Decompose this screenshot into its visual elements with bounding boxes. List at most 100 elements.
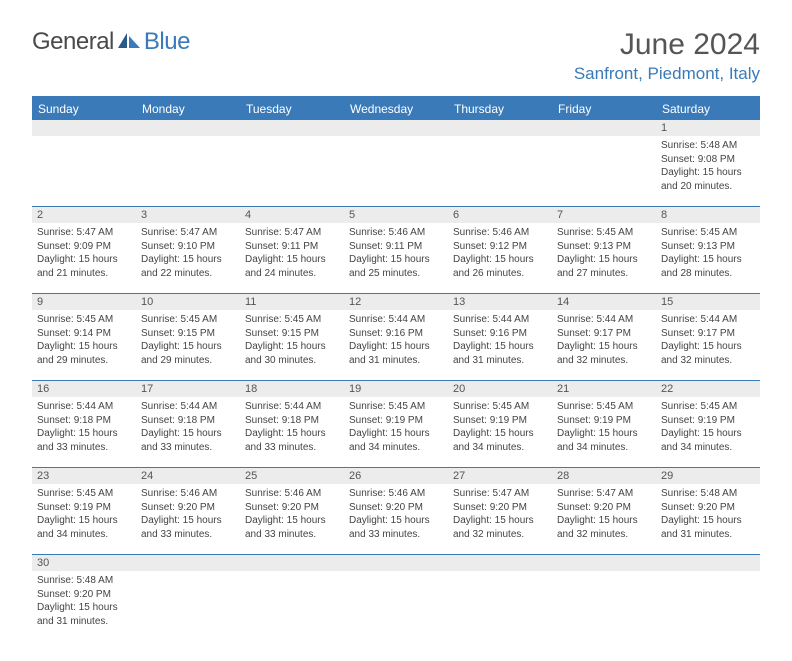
day-detail: Sunrise: 5:47 AMSunset: 9:10 PMDaylight:… [141, 226, 235, 280]
day-header: Wednesday [344, 98, 448, 120]
location: Sanfront, Piedmont, Italy [574, 64, 760, 84]
day-cell: Sunrise: 5:45 AMSunset: 9:14 PMDaylight:… [32, 310, 136, 380]
day-number [240, 120, 344, 136]
daynum-row: 23242526272829 [32, 468, 760, 484]
day-number: 6 [448, 207, 552, 223]
day-cell: Sunrise: 5:44 AMSunset: 9:18 PMDaylight:… [32, 397, 136, 467]
day-cell: Sunrise: 5:46 AMSunset: 9:12 PMDaylight:… [448, 223, 552, 293]
day-number [344, 555, 448, 571]
daynum-row: 1 [32, 120, 760, 136]
week-row: Sunrise: 5:45 AMSunset: 9:19 PMDaylight:… [32, 484, 760, 555]
day-detail: Sunrise: 5:44 AMSunset: 9:18 PMDaylight:… [245, 400, 339, 454]
day-number [344, 120, 448, 136]
day-cell: Sunrise: 5:44 AMSunset: 9:16 PMDaylight:… [344, 310, 448, 380]
day-number: 13 [448, 294, 552, 310]
day-number [656, 555, 760, 571]
day-cell: Sunrise: 5:47 AMSunset: 9:20 PMDaylight:… [552, 484, 656, 554]
day-header: Friday [552, 98, 656, 120]
day-number [32, 120, 136, 136]
day-number: 18 [240, 381, 344, 397]
day-detail: Sunrise: 5:47 AMSunset: 9:20 PMDaylight:… [453, 487, 547, 541]
day-detail: Sunrise: 5:45 AMSunset: 9:19 PMDaylight:… [453, 400, 547, 454]
day-cell: Sunrise: 5:46 AMSunset: 9:20 PMDaylight:… [240, 484, 344, 554]
empty-cell [32, 136, 136, 206]
day-number [552, 120, 656, 136]
day-detail: Sunrise: 5:47 AMSunset: 9:11 PMDaylight:… [245, 226, 339, 280]
day-number: 4 [240, 207, 344, 223]
day-number: 9 [32, 294, 136, 310]
day-number: 14 [552, 294, 656, 310]
day-detail: Sunrise: 5:46 AMSunset: 9:20 PMDaylight:… [349, 487, 443, 541]
day-cell: Sunrise: 5:47 AMSunset: 9:10 PMDaylight:… [136, 223, 240, 293]
day-cell: Sunrise: 5:45 AMSunset: 9:19 PMDaylight:… [32, 484, 136, 554]
empty-cell [656, 571, 760, 641]
empty-cell [344, 571, 448, 641]
day-detail: Sunrise: 5:45 AMSunset: 9:15 PMDaylight:… [141, 313, 235, 367]
day-cell: Sunrise: 5:46 AMSunset: 9:20 PMDaylight:… [344, 484, 448, 554]
day-number: 30 [32, 555, 136, 571]
day-number: 28 [552, 468, 656, 484]
day-cell: Sunrise: 5:45 AMSunset: 9:19 PMDaylight:… [656, 397, 760, 467]
day-detail: Sunrise: 5:48 AMSunset: 9:08 PMDaylight:… [661, 139, 755, 193]
day-number: 29 [656, 468, 760, 484]
empty-cell [448, 136, 552, 206]
day-cell: Sunrise: 5:44 AMSunset: 9:17 PMDaylight:… [552, 310, 656, 380]
day-detail: Sunrise: 5:46 AMSunset: 9:11 PMDaylight:… [349, 226, 443, 280]
empty-cell [136, 136, 240, 206]
day-header: Monday [136, 98, 240, 120]
day-cell: Sunrise: 5:45 AMSunset: 9:15 PMDaylight:… [136, 310, 240, 380]
logo-text-2: Blue [144, 28, 190, 56]
day-detail: Sunrise: 5:44 AMSunset: 9:16 PMDaylight:… [453, 313, 547, 367]
empty-cell [136, 571, 240, 641]
day-number [136, 555, 240, 571]
day-number: 11 [240, 294, 344, 310]
day-number [240, 555, 344, 571]
weeks-container: 1 Sunrise: 5:48 AMSunset: 9:08 PMDaylight… [32, 120, 760, 641]
day-cell: Sunrise: 5:46 AMSunset: 9:11 PMDaylight:… [344, 223, 448, 293]
day-header-row: Sunday Monday Tuesday Wednesday Thursday… [32, 98, 760, 120]
day-cell: Sunrise: 5:45 AMSunset: 9:19 PMDaylight:… [448, 397, 552, 467]
day-cell: Sunrise: 5:44 AMSunset: 9:16 PMDaylight:… [448, 310, 552, 380]
day-number: 19 [344, 381, 448, 397]
daynum-row: 16171819202122 [32, 381, 760, 397]
month-title: June 2024 [574, 28, 760, 62]
day-number [448, 120, 552, 136]
day-detail: Sunrise: 5:45 AMSunset: 9:19 PMDaylight:… [661, 400, 755, 454]
day-cell: Sunrise: 5:44 AMSunset: 9:18 PMDaylight:… [136, 397, 240, 467]
day-number: 16 [32, 381, 136, 397]
day-number: 15 [656, 294, 760, 310]
day-header: Saturday [656, 98, 760, 120]
week-row: Sunrise: 5:48 AMSunset: 9:08 PMDaylight:… [32, 136, 760, 207]
day-detail: Sunrise: 5:46 AMSunset: 9:20 PMDaylight:… [141, 487, 235, 541]
empty-cell [448, 571, 552, 641]
day-detail: Sunrise: 5:44 AMSunset: 9:18 PMDaylight:… [37, 400, 131, 454]
day-cell: Sunrise: 5:48 AMSunset: 9:20 PMDaylight:… [32, 571, 136, 641]
day-cell: Sunrise: 5:47 AMSunset: 9:11 PMDaylight:… [240, 223, 344, 293]
empty-cell [344, 136, 448, 206]
day-number: 7 [552, 207, 656, 223]
day-header: Sunday [32, 98, 136, 120]
day-cell: Sunrise: 5:44 AMSunset: 9:17 PMDaylight:… [656, 310, 760, 380]
day-number [448, 555, 552, 571]
day-number: 8 [656, 207, 760, 223]
day-cell: Sunrise: 5:48 AMSunset: 9:20 PMDaylight:… [656, 484, 760, 554]
day-detail: Sunrise: 5:45 AMSunset: 9:19 PMDaylight:… [349, 400, 443, 454]
day-detail: Sunrise: 5:44 AMSunset: 9:17 PMDaylight:… [557, 313, 651, 367]
day-detail: Sunrise: 5:44 AMSunset: 9:16 PMDaylight:… [349, 313, 443, 367]
day-detail: Sunrise: 5:45 AMSunset: 9:19 PMDaylight:… [557, 400, 651, 454]
day-detail: Sunrise: 5:47 AMSunset: 9:20 PMDaylight:… [557, 487, 651, 541]
day-detail: Sunrise: 5:45 AMSunset: 9:19 PMDaylight:… [37, 487, 131, 541]
day-number: 26 [344, 468, 448, 484]
day-cell: Sunrise: 5:45 AMSunset: 9:19 PMDaylight:… [344, 397, 448, 467]
day-cell: Sunrise: 5:45 AMSunset: 9:15 PMDaylight:… [240, 310, 344, 380]
day-number: 24 [136, 468, 240, 484]
day-cell: Sunrise: 5:46 AMSunset: 9:20 PMDaylight:… [136, 484, 240, 554]
day-detail: Sunrise: 5:44 AMSunset: 9:17 PMDaylight:… [661, 313, 755, 367]
day-detail: Sunrise: 5:48 AMSunset: 9:20 PMDaylight:… [661, 487, 755, 541]
calendar: Sunday Monday Tuesday Wednesday Thursday… [32, 96, 760, 641]
empty-cell [240, 136, 344, 206]
empty-cell [240, 571, 344, 641]
day-cell: Sunrise: 5:45 AMSunset: 9:13 PMDaylight:… [552, 223, 656, 293]
daynum-row: 9101112131415 [32, 294, 760, 310]
day-detail: Sunrise: 5:47 AMSunset: 9:09 PMDaylight:… [37, 226, 131, 280]
